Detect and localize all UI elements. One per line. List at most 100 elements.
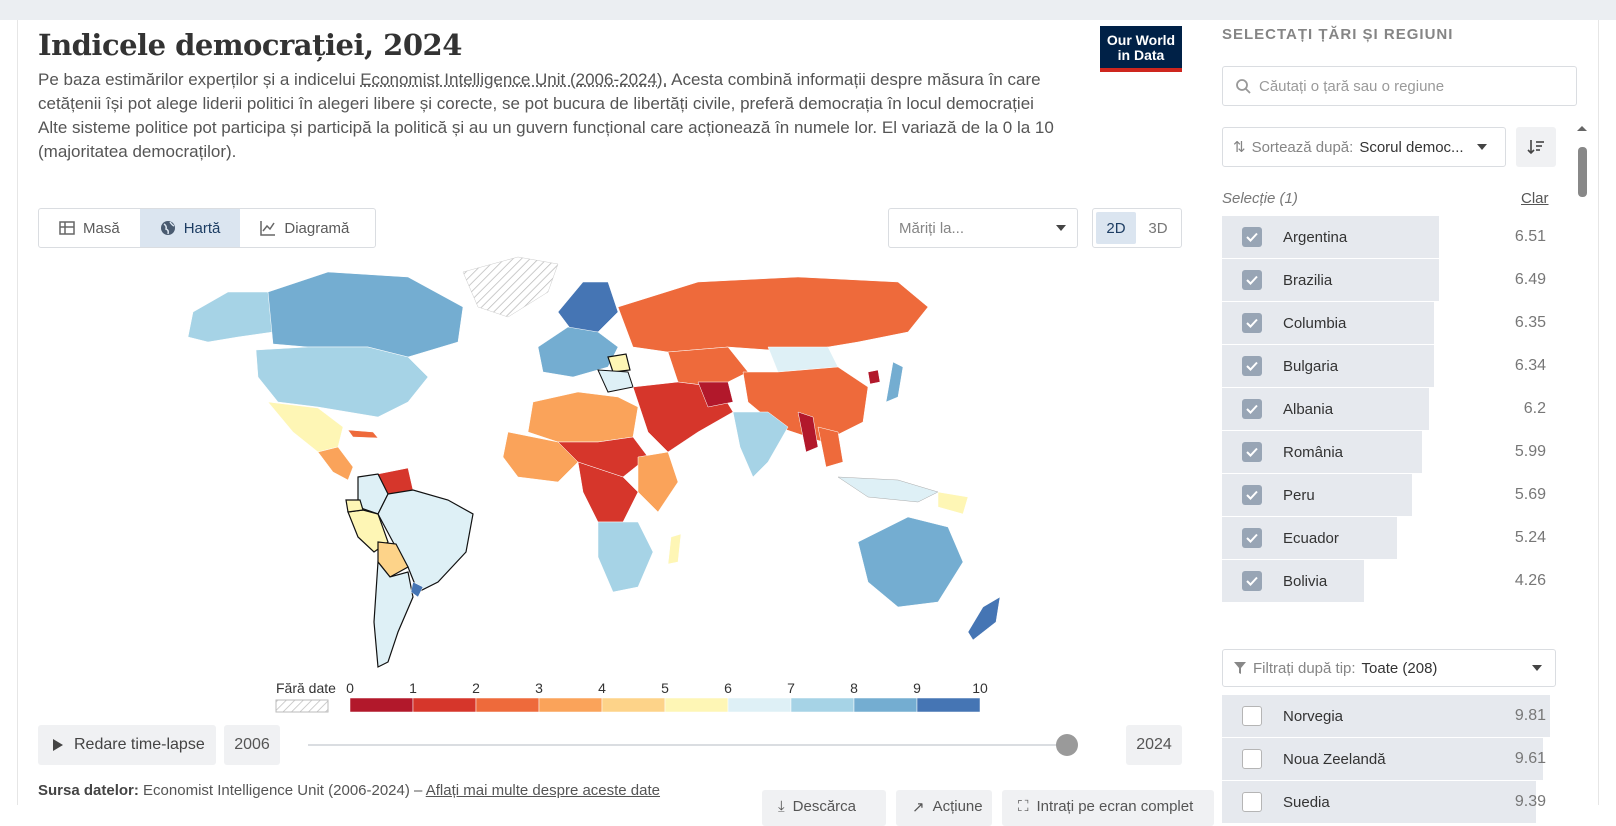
region-bolivia[interactable] <box>377 541 409 578</box>
fullscreen-button[interactable]: ⛶ Intrați pe ecran complet <box>1002 790 1214 826</box>
legend-bin[interactable] <box>601 697 666 713</box>
country-search-input[interactable]: Căutați o țară sau o regiune <box>1222 66 1577 106</box>
end-year[interactable]: 2024 <box>1126 725 1182 765</box>
zoom-select[interactable]: Măriți la... <box>888 208 1078 248</box>
checkbox-checked[interactable] <box>1242 571 1262 591</box>
checkbox-checked[interactable] <box>1242 270 1262 290</box>
checkbox[interactable] <box>1242 749 1262 769</box>
checkbox-checked[interactable] <box>1242 528 1262 548</box>
tab-map[interactable]: Hartă <box>139 209 241 247</box>
checkbox-checked[interactable] <box>1242 485 1262 505</box>
checkbox-checked[interactable] <box>1242 227 1262 247</box>
checkbox[interactable] <box>1242 706 1262 726</box>
sort-by-select[interactable]: ⇅ Sortează după: Scorul democ... <box>1222 127 1506 167</box>
clear-selection-button[interactable]: Clar <box>1521 190 1549 207</box>
region-russia[interactable] <box>617 276 929 353</box>
country-value: 9.61 <box>1514 750 1546 767</box>
country-value: 4.26 <box>1514 572 1546 589</box>
list-item[interactable]: Argentina 6.51 <box>1222 216 1556 259</box>
legend-tick-label: 8 <box>850 680 858 696</box>
timeline-slider-track[interactable] <box>308 744 1066 746</box>
toggle-2d[interactable]: 2D <box>1096 212 1136 244</box>
globe-icon <box>160 221 175 235</box>
region-scandinavia[interactable] <box>557 281 619 333</box>
region-east-africa[interactable] <box>637 451 679 513</box>
legend-bin[interactable] <box>664 697 729 713</box>
region-alaska[interactable] <box>187 291 274 343</box>
region-romania[interactable] <box>607 353 631 373</box>
list-item[interactable]: Norvegia 9.81 <box>1222 695 1556 738</box>
country-name: Peru <box>1283 486 1315 504</box>
owid-logo[interactable]: Our World in Data <box>1100 26 1182 72</box>
region-balkans[interactable] <box>597 369 634 393</box>
sort-descending-icon <box>1527 140 1544 155</box>
list-item[interactable]: Noua Zeelandă 9.61 <box>1222 738 1556 781</box>
region-indonesia[interactable] <box>837 476 939 503</box>
start-year[interactable]: 2006 <box>224 725 280 765</box>
region-argentina[interactable] <box>373 560 414 668</box>
list-item[interactable]: Columbia 6.35 <box>1222 302 1556 345</box>
checkbox-checked[interactable] <box>1242 313 1262 333</box>
sort-direction-button[interactable] <box>1516 127 1556 167</box>
toggle-3d[interactable]: 3D <box>1148 219 1168 237</box>
region-india[interactable] <box>732 411 789 478</box>
checkbox-checked[interactable] <box>1242 399 1262 419</box>
region-papua[interactable] <box>937 491 969 515</box>
region-se-asia[interactable] <box>817 426 844 468</box>
region-canada[interactable] <box>267 271 464 358</box>
region-cuba[interactable] <box>347 429 379 439</box>
filter-by-type-select[interactable]: Filtrați după tip: Toate (208) <box>1222 649 1556 687</box>
checkbox-checked[interactable] <box>1242 356 1262 376</box>
list-item[interactable]: Ecuador 5.24 <box>1222 517 1556 560</box>
legend-bin[interactable] <box>916 697 981 713</box>
check-icon <box>1246 447 1258 457</box>
share-button[interactable]: ↗ Acțiune <box>896 790 992 826</box>
list-item[interactable]: Peru 5.69 <box>1222 474 1556 517</box>
region-central-asia[interactable] <box>667 346 749 388</box>
region-japan[interactable] <box>885 361 904 403</box>
legend-bin[interactable] <box>538 697 603 713</box>
legend-bin[interactable] <box>349 697 414 713</box>
region-myanmar[interactable] <box>797 411 819 453</box>
region-afghanistan[interactable] <box>697 381 734 408</box>
download-button[interactable]: ⤓ Descărca <box>762 790 886 826</box>
region-southern-africa[interactable] <box>597 521 654 593</box>
world-map[interactable] <box>78 252 1148 672</box>
list-item[interactable]: Bulgaria 6.34 <box>1222 345 1556 388</box>
region-western-europe[interactable] <box>537 326 619 378</box>
list-item[interactable]: România 5.99 <box>1222 431 1556 474</box>
region-australia[interactable] <box>857 516 964 608</box>
eiu-link[interactable]: Economist Intelligence Unit (2006-2024). <box>360 70 668 89</box>
region-north-africa[interactable] <box>527 391 639 443</box>
region-ecuador[interactable] <box>345 499 364 513</box>
region-madagascar[interactable] <box>667 533 682 565</box>
region-central-america[interactable] <box>317 446 354 481</box>
region-brazil[interactable] <box>377 489 474 593</box>
sidebar-scrollbar[interactable] <box>1575 125 1589 225</box>
country-value: 5.99 <box>1514 443 1546 460</box>
tab-table[interactable]: Masă <box>39 209 140 247</box>
legend-bin[interactable] <box>412 697 477 713</box>
region-uruguay[interactable] <box>410 581 424 598</box>
list-item[interactable]: Bolivia 4.26 <box>1222 560 1556 603</box>
region-usa[interactable] <box>255 346 429 418</box>
region-greenland[interactable] <box>462 256 559 318</box>
list-item[interactable]: Brazilia 6.49 <box>1222 259 1556 302</box>
list-item[interactable]: Suedia 9.39 <box>1222 781 1556 824</box>
country-name: Bulgaria <box>1283 357 1339 375</box>
play-timelapse-button[interactable]: Redare time-lapse <box>38 725 216 765</box>
list-item[interactable]: Albania 6.2 <box>1222 388 1556 431</box>
tab-chart[interactable]: Diagramă <box>240 209 369 247</box>
checkbox-checked[interactable] <box>1242 442 1262 462</box>
legend-bin[interactable] <box>853 697 918 713</box>
legend-bin[interactable] <box>475 697 540 713</box>
learn-more-link[interactable]: Aflați mai multe despre aceste date <box>425 782 661 799</box>
region-new-zealand[interactable] <box>967 596 1001 641</box>
region-north-korea[interactable] <box>867 369 881 385</box>
legend-bin[interactable] <box>790 697 855 713</box>
legend-bin[interactable] <box>727 697 792 713</box>
checkbox[interactable] <box>1242 792 1262 812</box>
value-bar <box>1222 695 1550 737</box>
timeline-slider-thumb[interactable] <box>1056 734 1078 756</box>
country-value: 5.69 <box>1514 486 1546 503</box>
